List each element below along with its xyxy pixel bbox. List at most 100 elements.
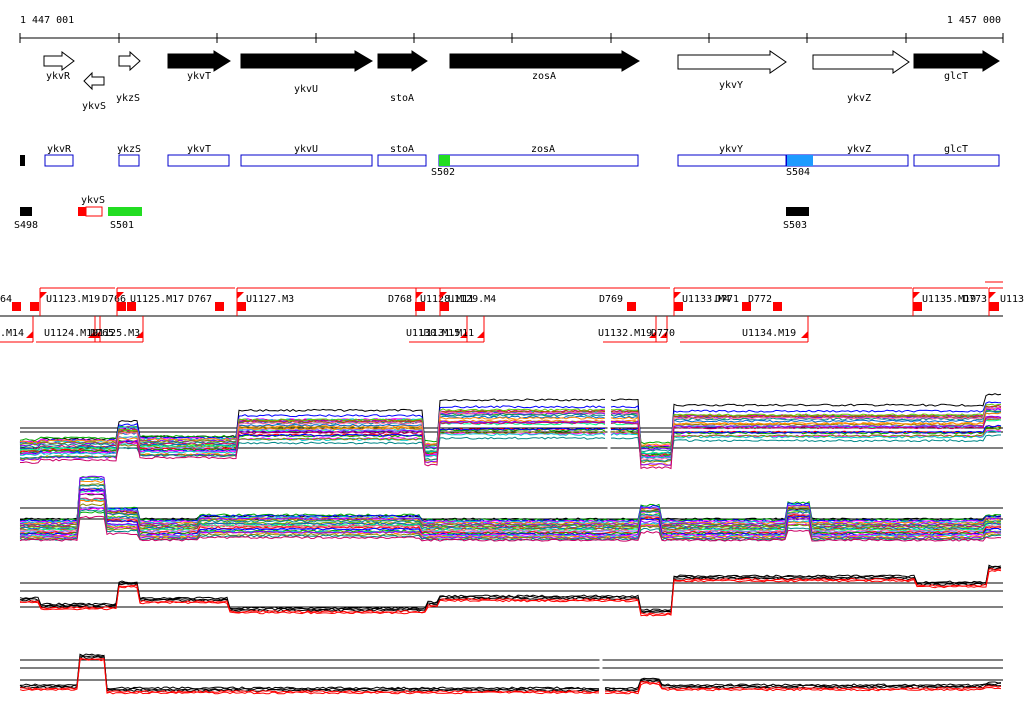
upper-feature-label: 64 — [0, 294, 12, 305]
upper-feature[interactable]: U1135.M19 — [912, 287, 988, 316]
upper-feature[interactable]: D766 — [102, 294, 126, 311]
feature-marker — [215, 302, 224, 311]
segment-S498[interactable]: S498 — [14, 207, 38, 231]
feature-marker — [127, 302, 136, 311]
upper-feature[interactable]: U1129.M4 — [439, 287, 670, 316]
gene-label: stoA — [390, 93, 414, 104]
feature-marker — [627, 302, 636, 311]
feature-marker — [12, 302, 21, 311]
upper-feature[interactable]: D767 — [188, 294, 224, 311]
panel-3 — [19, 564, 1003, 617]
upper-feature[interactable]: U1136 — [988, 287, 1024, 316]
expression-trace — [19, 475, 1001, 522]
transcript-ykvS[interactable]: ykvS — [78, 195, 105, 217]
segment-S502[interactable]: S502 — [431, 155, 455, 178]
gene-ykzS[interactable]: ykzS — [116, 50, 141, 104]
expression-profiles — [19, 393, 1003, 705]
ruler-end-label: 1 457 000 — [947, 15, 1001, 26]
upper-feature[interactable]: U1127.M3 — [236, 287, 440, 316]
lower-feature-label: U1125.M3 — [92, 328, 140, 339]
transcript-label: ykvR — [47, 144, 72, 155]
transcript-ykvU[interactable]: ykvU — [240, 144, 373, 167]
feature-marker — [117, 302, 126, 311]
upper-feature[interactable]: D771 — [715, 294, 751, 311]
expression-trace — [19, 569, 1002, 617]
expression-trace — [19, 567, 1002, 614]
gene-ykvR[interactable]: ykvR — [43, 51, 75, 82]
upper-feature[interactable]: 64 — [0, 294, 21, 311]
segment-label: S504 — [786, 167, 810, 178]
lower-feature[interactable]: U1134.M19 — [680, 316, 809, 343]
transcript-glcT[interactable]: glcT — [913, 144, 1000, 167]
upper-feature[interactable]: D772 — [748, 294, 782, 311]
upper-feature[interactable]: U1128.M11 — [415, 287, 474, 316]
expression-trace — [20, 416, 1002, 470]
lower-feature[interactable]: U1131.M11 — [420, 316, 485, 343]
segment-S501[interactable]: S501 — [108, 207, 142, 231]
segment-S504[interactable]: S504 — [786, 155, 813, 178]
transcript-label: ykvY — [719, 144, 743, 155]
upper-feature-label: D771 — [715, 294, 739, 305]
transcript-label: ykvZ — [847, 144, 871, 155]
panel-2 — [19, 475, 1003, 542]
gene-zosA[interactable]: zosA — [449, 50, 640, 82]
upper-feature-label: U1129.M4 — [448, 294, 496, 305]
upper-feature-label: D773 — [963, 294, 987, 305]
upper-feature[interactable]: D769 — [599, 294, 636, 311]
transcript-ykvR[interactable]: ykvR — [44, 144, 74, 167]
expression-trace — [19, 653, 1002, 690]
transcript-label: glcT — [944, 144, 968, 155]
feature-marker — [674, 302, 683, 311]
upper-feature[interactable]: U1133.M4 — [673, 287, 912, 316]
expression-trace — [19, 497, 1002, 529]
transcript-ykzS[interactable]: ykzS — [117, 144, 141, 167]
gene-ykvZ[interactable]: ykvZ — [812, 50, 910, 104]
ruler-ticks — [19, 33, 1004, 43]
segment-track: S498 ykvS S501 S503 — [14, 195, 809, 231]
gene-glcT[interactable]: glcT — [913, 50, 1000, 82]
upper-feature[interactable]: U1125.M17 — [116, 287, 235, 316]
gene-label: ykvZ — [847, 93, 871, 104]
lower-feature[interactable]: .M14 — [0, 316, 34, 343]
transcript-label: stoA — [390, 144, 414, 155]
segment-label: S502 — [431, 167, 455, 178]
gene-label: ykvT — [187, 71, 211, 82]
gene-ykvS[interactable]: ykvS — [82, 71, 106, 112]
panel-1 — [19, 393, 1003, 470]
feature-marker — [416, 302, 425, 311]
gene-ykvU[interactable]: ykvU — [240, 50, 373, 95]
feature-marker — [30, 302, 39, 311]
expression-trace — [19, 509, 1001, 541]
segment-S503[interactable]: S503 — [783, 207, 809, 231]
upper-feature[interactable]: U1123.M19 — [30, 287, 115, 316]
transcript-stoA[interactable]: stoA — [377, 144, 427, 167]
expression-trace — [19, 492, 1002, 521]
transcript-zosA[interactable]: zosA — [438, 144, 639, 167]
lower-feature[interactable]: D765 — [84, 316, 114, 343]
gene-ykvT[interactable]: ykvT — [167, 50, 231, 82]
lower-feature[interactable]: U1125.M3 — [92, 316, 144, 343]
transcript-start-marker — [20, 155, 25, 166]
transcript-ykvT[interactable]: ykvT — [167, 144, 230, 167]
lower-feature[interactable]: D770 — [645, 316, 675, 343]
feature-marker — [742, 302, 751, 311]
transcript-ykvY[interactable]: ykvY — [677, 144, 787, 167]
expression-trace — [19, 478, 1002, 524]
gene-label: glcT — [944, 71, 968, 82]
gene-label: zosA — [532, 71, 556, 82]
feature-track: 64 U1123.M19 D766 U1125.M17 D767 U1127.M3 D768… — [0, 281, 1024, 343]
feature-marker — [237, 302, 246, 311]
expression-trace — [19, 506, 1002, 534]
upper-feature-row: 64 U1123.M19 D766 U1125.M17 D767 U1127.M3 D768… — [0, 287, 1024, 316]
transcript-label: ykzS — [117, 144, 141, 155]
segment-label: S503 — [783, 220, 807, 231]
upper-feature-label: U1125.M17 — [130, 294, 184, 305]
gene-ykvY[interactable]: ykvY — [677, 50, 787, 91]
gene-stoA[interactable]: stoA — [377, 50, 428, 104]
gene-label: ykzS — [116, 93, 140, 104]
expression-trace — [19, 499, 1002, 539]
upper-feature-label: U1136 — [1000, 294, 1024, 305]
expression-trace — [19, 484, 1002, 528]
transcript-label: ykvU — [294, 144, 318, 155]
